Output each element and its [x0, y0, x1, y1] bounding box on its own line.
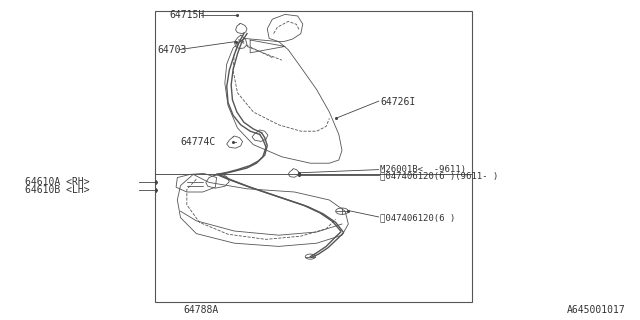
Text: M26001B<  -9611): M26001B< -9611) — [380, 165, 466, 174]
Text: Ⓢ047406120(6 )(9611- ): Ⓢ047406120(6 )(9611- ) — [380, 172, 499, 180]
Text: 64726I: 64726I — [380, 97, 415, 108]
Text: 64703: 64703 — [157, 44, 186, 55]
Text: 64610B <LH>: 64610B <LH> — [26, 185, 90, 196]
Bar — [155, 11, 472, 302]
Text: Ⓢ047406120(6 ): Ⓢ047406120(6 ) — [380, 213, 455, 222]
Text: A645001017: A645001017 — [567, 305, 625, 316]
Text: 64788A: 64788A — [184, 305, 219, 316]
Text: 64610A <RH>: 64610A <RH> — [26, 177, 90, 188]
Text: 64774C: 64774C — [180, 137, 216, 148]
Text: 64715H: 64715H — [170, 10, 205, 20]
